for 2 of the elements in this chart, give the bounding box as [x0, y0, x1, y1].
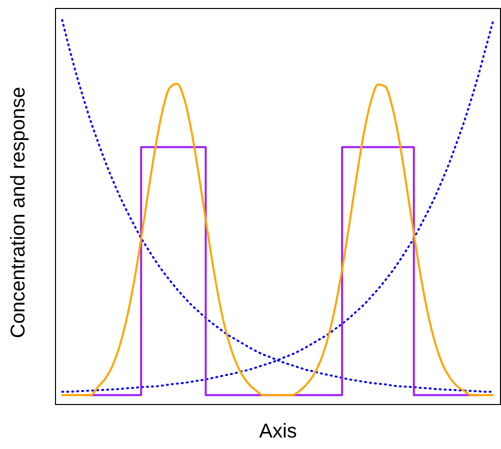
x-axis-title: Axis — [259, 420, 297, 442]
y-axis-title: Concentration and response — [8, 86, 30, 338]
